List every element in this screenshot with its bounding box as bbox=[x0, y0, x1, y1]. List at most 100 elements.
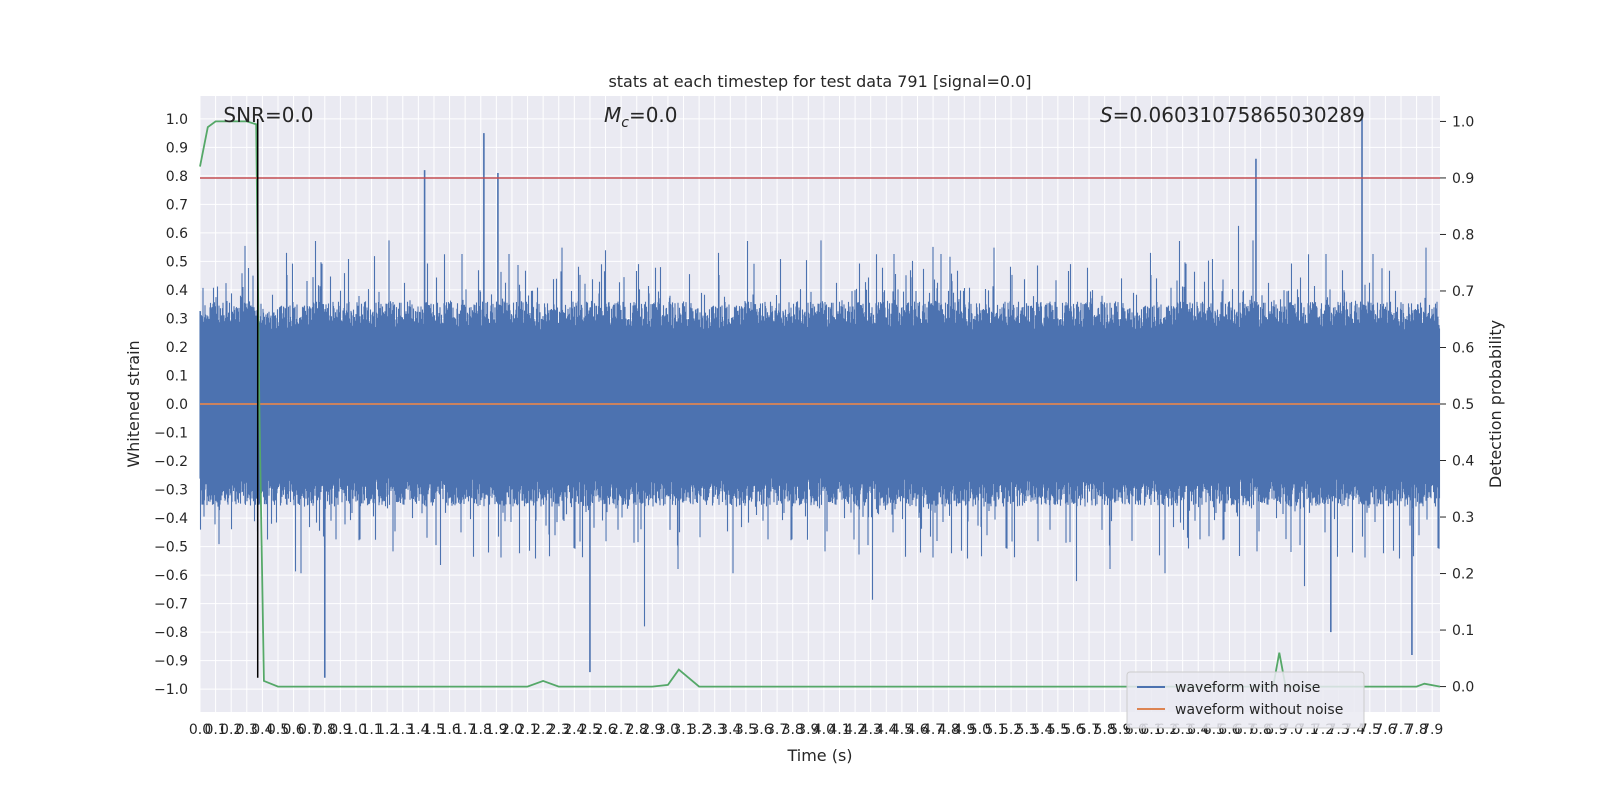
x-tick-label: 3.5 bbox=[735, 722, 757, 738]
y2-axis-ticks: 0.0 0.1 0.2 0.3 0.4 0.5 0.6 0.7 0.8 0.9 1.0 bbox=[1440, 114, 1474, 696]
x-tick-label: 5.1 bbox=[984, 722, 1006, 738]
y2-tick-label: 1.0 bbox=[1452, 114, 1474, 130]
y2-tick-label: 0.2 bbox=[1452, 567, 1474, 583]
x-tick-label: 1.9 bbox=[485, 722, 507, 738]
x-tick-label: 4.8 bbox=[938, 722, 960, 738]
legend: waveform with noise waveform without nois… bbox=[1126, 671, 1365, 729]
chart-title: stats at each timestep for test data 791… bbox=[608, 72, 1031, 91]
annotation-part: c bbox=[621, 115, 629, 131]
x-tick-label: 5.5 bbox=[1047, 722, 1069, 738]
y-tick-label: −0.8 bbox=[154, 625, 188, 641]
y2-tick-label: 0.1 bbox=[1452, 623, 1474, 639]
y-tick-label: 0.9 bbox=[166, 140, 188, 156]
x-tick-label: 7.6 bbox=[1374, 722, 1396, 738]
x-tick-label: 0.1 bbox=[204, 722, 226, 738]
x-tick-label: 2.4 bbox=[563, 722, 585, 738]
y-tick-label: 0.5 bbox=[166, 254, 188, 270]
x-tick-label: 1.3 bbox=[392, 722, 414, 738]
x-tick-label: 5.6 bbox=[1062, 722, 1084, 738]
annotation-part: M bbox=[604, 103, 621, 127]
x-tick-label: 4.1 bbox=[828, 722, 850, 738]
x-tick-label: 2.1 bbox=[516, 722, 538, 738]
x-tick-label: 3.6 bbox=[750, 722, 772, 738]
annotation-part: S bbox=[1100, 103, 1113, 127]
x-tick-label: 1.7 bbox=[454, 722, 476, 738]
x-tick-label: 2.5 bbox=[579, 722, 601, 738]
y-tick-label: 0.6 bbox=[166, 226, 188, 242]
x-tick-label: 2.6 bbox=[594, 722, 616, 738]
x-tick-label: 5.7 bbox=[1078, 722, 1100, 738]
y-tick-label: 0.8 bbox=[166, 169, 188, 185]
y-tick-label: 0.0 bbox=[166, 397, 188, 413]
x-tick-label: 4.4 bbox=[875, 722, 897, 738]
x-tick-label: 4.0 bbox=[813, 722, 835, 738]
x-tick-label: 4.9 bbox=[953, 722, 975, 738]
y-tick-label: −0.6 bbox=[154, 568, 188, 584]
x-tick-label: 0.2 bbox=[220, 722, 242, 738]
x-tick-label: 7.7 bbox=[1390, 722, 1412, 738]
y-tick-label: −0.4 bbox=[154, 511, 188, 527]
x-tick-label: 4.2 bbox=[844, 722, 866, 738]
y-tick-label: 0.7 bbox=[166, 197, 188, 213]
annotation-part: SNR=0.0 bbox=[223, 103, 313, 127]
x-tick-label: 3.4 bbox=[719, 722, 741, 738]
legend-label: waveform with noise bbox=[1175, 680, 1320, 696]
y-tick-label: −1.0 bbox=[154, 682, 188, 698]
x-tick-label: 4.3 bbox=[860, 722, 882, 738]
annotations: SNR=0.0 Mc=0.0 S=0.06031075865030289 bbox=[223, 103, 1364, 131]
y-tick-label: 1.0 bbox=[166, 112, 188, 128]
annotation-top-left: SNR=0.0 bbox=[223, 103, 313, 127]
x-tick-label: 0.8 bbox=[314, 722, 336, 738]
y-tick-label: −0.9 bbox=[154, 654, 188, 670]
x-tick-label: 2.7 bbox=[610, 722, 632, 738]
x-tick-label: 3.2 bbox=[688, 722, 710, 738]
x-tick-label: 1.6 bbox=[438, 722, 460, 738]
x-tick-label: 7.8 bbox=[1405, 722, 1427, 738]
x-tick-label: 2.9 bbox=[641, 722, 663, 738]
x-tick-label: 3.8 bbox=[782, 722, 804, 738]
y2-tick-label: 0.4 bbox=[1452, 454, 1474, 470]
x-tick-label: 1.8 bbox=[470, 722, 492, 738]
x-tick-label: 3.0 bbox=[657, 722, 679, 738]
y-tick-label: −0.2 bbox=[154, 454, 188, 470]
y-axis-ticks: −1.0 −0.9 −0.8 −0.7 −0.6 −0.5 −0.4 −0.3 −0.2 −0.1… bbox=[154, 112, 188, 698]
x-tick-label: 1.1 bbox=[360, 722, 382, 738]
x-tick-label: 0.6 bbox=[282, 722, 304, 738]
annotation-top-center: Mc=0.0 bbox=[604, 103, 678, 131]
y2-axis-label: Detection probability bbox=[1486, 320, 1505, 488]
y-tick-label: 0.1 bbox=[166, 368, 188, 384]
x-tick-label: 0.9 bbox=[329, 722, 351, 738]
y2-tick-label: 0.7 bbox=[1452, 284, 1474, 300]
legend-box bbox=[1126, 671, 1365, 729]
reference-lines bbox=[200, 118, 1440, 678]
x-tick-label: 0.4 bbox=[251, 722, 273, 738]
x-tick-label: 5.3 bbox=[1016, 722, 1038, 738]
annotation-top-right: S=0.06031075865030289 bbox=[1100, 103, 1365, 127]
annotation-part: =0.0 bbox=[629, 103, 678, 127]
y-tick-label: −0.7 bbox=[154, 597, 188, 613]
x-tick-label: 2.3 bbox=[548, 722, 570, 738]
x-tick-label: 2.2 bbox=[532, 722, 554, 738]
y-tick-label: −0.3 bbox=[154, 483, 188, 499]
y2-tick-label: 0.3 bbox=[1452, 510, 1474, 526]
x-tick-label: 5.8 bbox=[1094, 722, 1116, 738]
x-tick-label: 4.7 bbox=[922, 722, 944, 738]
y2-tick-label: 0.5 bbox=[1452, 397, 1474, 413]
x-tick-label: 0.7 bbox=[298, 722, 320, 738]
x-tick-label: 2.0 bbox=[501, 722, 523, 738]
y2-tick-label: 0.9 bbox=[1452, 171, 1474, 187]
y2-tick-label: 0.0 bbox=[1452, 680, 1474, 696]
x-tick-label: 3.1 bbox=[672, 722, 694, 738]
x-tick-label: 0.0 bbox=[189, 722, 211, 738]
x-tick-label: 0.3 bbox=[236, 722, 258, 738]
y-tick-label: −0.5 bbox=[154, 540, 188, 556]
x-tick-label: 1.5 bbox=[423, 722, 445, 738]
y-tick-label: 0.2 bbox=[166, 340, 188, 356]
x-tick-label: 3.9 bbox=[797, 722, 819, 738]
x-tick-label: 7.9 bbox=[1421, 722, 1443, 738]
x-tick-label: 5.0 bbox=[969, 722, 991, 738]
x-tick-label: 0.5 bbox=[267, 722, 289, 738]
x-axis-label: Time (s) bbox=[786, 746, 852, 765]
x-tick-label: 5.4 bbox=[1031, 722, 1053, 738]
